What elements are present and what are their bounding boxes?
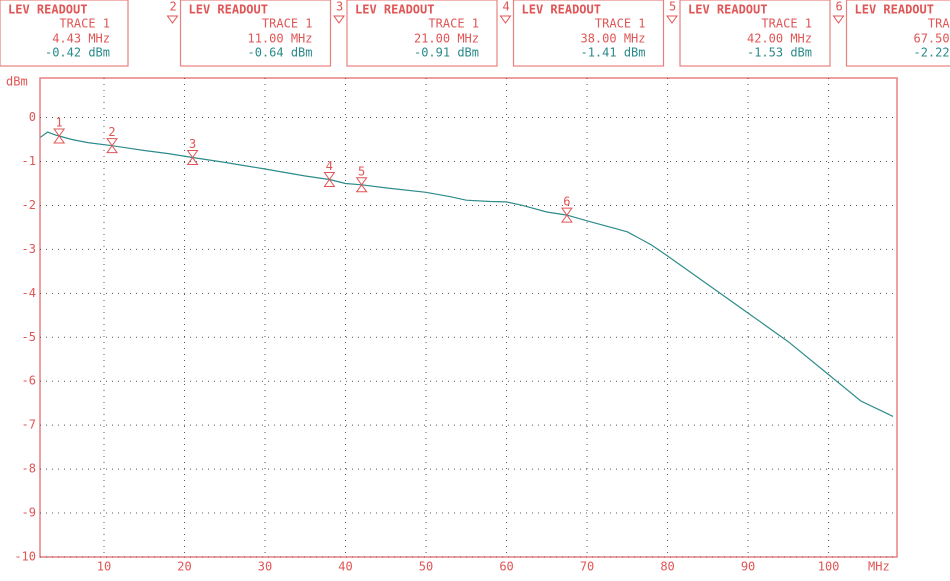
readout-number: 5 [669,0,676,14]
readout-trace: TRACE 1 [59,17,110,31]
y-tick-label: -4 [22,286,36,300]
readout-box [845,0,950,67]
readout-level: -0.64 dBm [247,46,312,60]
marker-label: 4 [326,159,333,173]
readout-title: LEV READOUT [355,3,434,17]
readout-freq: 67.50 MHz [913,32,950,46]
x-tick-label: 60 [499,560,513,574]
readout-icon [333,15,345,24]
x-tick-label: 10 [97,560,111,574]
marker-label: 3 [189,137,196,151]
readout-trace: TRACE 1 [928,17,950,31]
x-tick-label: 40 [338,560,352,574]
readout-trace: TRACE 1 [262,17,313,31]
readout-number: 6 [836,0,843,14]
marker [53,128,66,144]
readout-box [679,0,831,67]
marker [186,150,199,166]
marker [560,207,573,223]
x-tick-label: 50 [419,560,433,574]
y-unit: dBm [6,75,28,89]
readout-icon [666,15,678,24]
readout-freq: 4.43 MHz [52,32,110,46]
readout-trace: TRACE 1 [595,17,646,31]
readout-trace: TRACE 1 [761,17,812,31]
readout-icon [499,15,512,24]
x-tick-label: 90 [741,560,755,574]
readout-title: LEV READOUT [189,3,268,17]
y-tick-label: -7 [22,418,36,432]
y-tick-label: -1 [22,154,36,168]
readout-trace: TRACE 1 [428,17,479,31]
readout-box [179,0,332,67]
plot-frame [39,77,898,558]
readout-title: LEV READOUT [8,3,87,17]
readout-number: 3 [336,0,343,14]
marker-label: 5 [358,164,365,178]
x-tick-label: 100 [818,560,840,574]
readout-icon [832,15,845,24]
marker-label: 1 [56,116,63,130]
readout-box [346,0,498,67]
marker [323,172,336,188]
readout-level: -1.53 dBm [747,46,812,60]
readout-level: -0.42 dBm [45,46,110,60]
readout-freq: 38.00 MHz [580,32,645,46]
y-tick-label: -10 [14,550,36,564]
marker [355,177,368,193]
readout-level: -1.41 dBm [580,46,645,60]
readout-box [512,0,665,67]
readout-freq: 42.00 MHz [747,32,812,46]
readout-title: LEV READOUT [522,3,601,17]
readout-freq: 21.00 MHz [414,32,479,46]
y-tick-label: -3 [22,242,36,256]
readout-level: -0.91 dBm [414,46,479,60]
x-tick-label: 30 [258,560,272,574]
readout-number: 2 [170,0,177,14]
trace-line [40,131,894,417]
y-tick-label: -9 [22,506,36,520]
readout-freq: 11.00 MHz [247,32,312,46]
readout-box [0,0,129,67]
x-tick-label: 80 [660,560,674,574]
y-tick-label: 0 [29,110,36,124]
y-tick-label: -6 [22,374,36,388]
readout-icon [166,15,179,24]
marker-label: 6 [563,195,570,209]
marker [106,138,119,154]
y-tick-label: -5 [22,330,36,344]
x-unit: MHz [868,560,890,574]
readout-title: LEV READOUT [688,3,767,17]
x-tick-label: 20 [177,560,191,574]
x-tick-label: 70 [580,560,594,574]
readout-level: -2.22 dBm [913,46,950,60]
readout-number: 4 [503,0,510,14]
readout-title: LEV READOUT [855,3,934,17]
y-tick-label: -2 [22,198,36,212]
y-tick-label: -8 [22,462,36,476]
marker-label: 2 [108,125,115,139]
